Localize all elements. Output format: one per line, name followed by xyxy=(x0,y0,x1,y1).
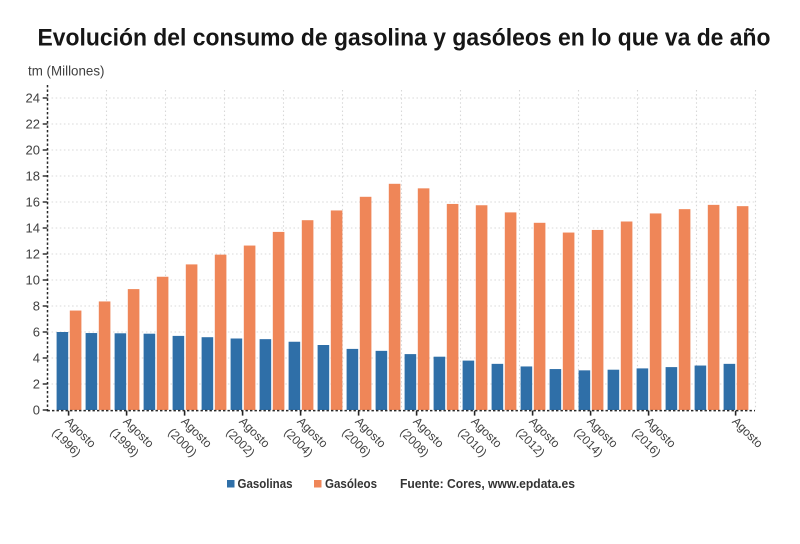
svg-text:6: 6 xyxy=(33,325,40,340)
svg-text:12: 12 xyxy=(26,247,40,262)
svg-text:0: 0 xyxy=(33,403,40,418)
svg-text:16: 16 xyxy=(26,195,40,210)
svg-text:Evolución del consumo de gasol: Evolución del consumo de gasolina y gasó… xyxy=(38,25,771,52)
svg-text:Fuente: Cores, www.epdata.es: Fuente: Cores, www.epdata.es xyxy=(400,477,575,491)
svg-text:2: 2 xyxy=(33,377,40,392)
svg-text:20: 20 xyxy=(26,143,40,158)
svg-text:14: 14 xyxy=(26,221,40,236)
svg-text:24: 24 xyxy=(26,91,40,106)
svg-text:Gasolinas: Gasolinas xyxy=(238,477,293,491)
svg-text:22: 22 xyxy=(26,117,40,132)
svg-text:4: 4 xyxy=(33,351,40,366)
svg-text:10: 10 xyxy=(26,273,40,288)
svg-text:18: 18 xyxy=(26,169,40,184)
svg-text:tm (Millones): tm (Millones) xyxy=(28,63,105,79)
svg-text:8: 8 xyxy=(33,299,40,314)
svg-text:Gasóleos: Gasóleos xyxy=(325,477,377,491)
